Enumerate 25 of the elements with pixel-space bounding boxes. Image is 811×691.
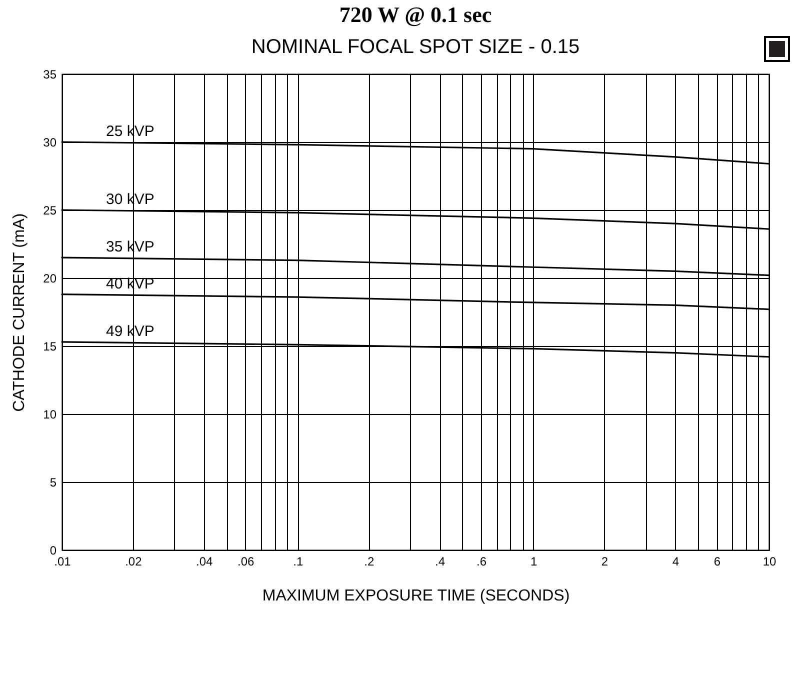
y-tick-label: 35 [43, 68, 57, 82]
x-tick-label: 4 [672, 554, 680, 568]
y-tick-label: 5 [50, 476, 57, 490]
chart-title: 720 W @ 0.1 sec [339, 2, 492, 27]
y-tick-label: 20 [43, 272, 57, 286]
chart-subtitle: NOMINAL FOCAL SPOT SIZE - 0.15 [251, 36, 580, 58]
x-tick-label: .4 [435, 554, 446, 568]
x-tick-label: .02 [125, 554, 142, 568]
x-tick-label: .01 [54, 554, 72, 568]
x-tick-label: 10 [762, 554, 776, 568]
x-tick-label: .06 [238, 554, 255, 568]
y-tick-label: 10 [43, 408, 57, 422]
x-tick-label: 6 [714, 554, 721, 568]
x-axis-title: MAXIMUM EXPOSURE TIME (SECONDS) [262, 588, 570, 604]
x-tick-label: .04 [196, 554, 214, 568]
x-tick-label: .1 [293, 554, 304, 568]
x-tick-label: 1 [530, 554, 538, 568]
x-tick-label: 2 [601, 554, 608, 568]
y-tick-label: 15 [43, 340, 57, 354]
y-tick-label: 0 [50, 544, 57, 558]
y-tick-label: 25 [43, 204, 57, 218]
y-tick-label: 30 [43, 136, 57, 150]
y-axis-title: CATHODE CURRENT (mA) [11, 213, 28, 412]
x-tick-label: .2 [364, 554, 374, 568]
x-tick-label: .6 [476, 554, 487, 568]
